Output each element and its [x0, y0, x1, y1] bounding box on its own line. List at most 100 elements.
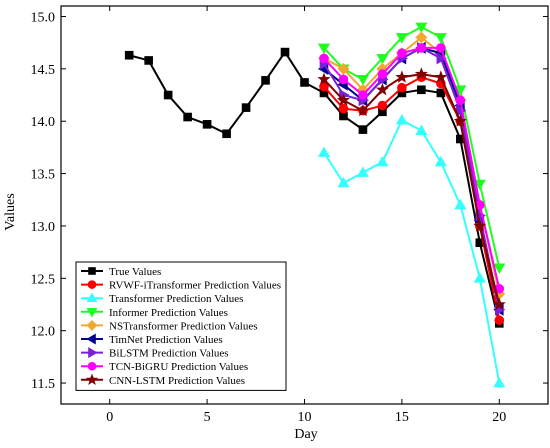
legend-marker [88, 347, 98, 359]
legend-entry: CNN-LSTM Prediction Values [109, 375, 245, 387]
series-line [323, 76, 501, 321]
legend-entry: RVWF-iTransformer Prediction Values [109, 280, 281, 292]
data-point [473, 272, 486, 283]
data-point [395, 114, 408, 125]
x-tick-label: 0 [106, 410, 113, 425]
legend-marker [87, 280, 97, 289]
x-tick-label: 10 [298, 410, 312, 425]
data-point [280, 47, 290, 57]
data-point [202, 120, 212, 129]
data-point [337, 176, 350, 188]
legend-marker [86, 319, 98, 331]
data-point [436, 43, 446, 53]
data-point [317, 43, 331, 54]
data-point [434, 33, 447, 44]
x-tick-label: 15 [395, 410, 409, 425]
data-point [261, 76, 270, 85]
y-tick-label: 12.5 [31, 272, 56, 287]
data-point [473, 219, 487, 232]
data-point [338, 103, 349, 114]
legend-entry: TimNet Prediction Values [109, 334, 223, 346]
data-point [434, 70, 448, 83]
data-point [453, 114, 467, 127]
legend-marker [86, 292, 98, 303]
y-tick-label: 11.5 [31, 377, 55, 392]
data-point [163, 90, 173, 100]
data-point [395, 33, 408, 44]
legend-marker [86, 333, 96, 345]
series-line [323, 118, 501, 384]
y-axis-label: Values [3, 193, 18, 230]
legend-entry: BiLSTM Prediction Values [109, 348, 229, 360]
data-point [222, 129, 231, 139]
legend-box [75, 261, 287, 391]
y-tick-label: 13.0 [31, 220, 56, 235]
data-point [124, 50, 134, 60]
legend-entry: Informer Prediction Values [109, 307, 228, 319]
data-point [455, 95, 466, 106]
data-point [336, 93, 350, 106]
y-tick-label: 12.0 [31, 325, 56, 340]
data-point [317, 72, 331, 85]
x-tick-label: 5 [204, 410, 211, 425]
data-point [454, 198, 467, 210]
series-line [323, 73, 501, 305]
series-2 [317, 114, 506, 388]
data-point [317, 146, 331, 157]
data-point [397, 48, 407, 58]
data-point [415, 124, 428, 135]
data-point [376, 54, 389, 65]
legend-entry: Transformer Prediction Values [109, 293, 243, 305]
data-point [338, 74, 349, 85]
data-point [492, 297, 506, 311]
data-point [493, 263, 506, 274]
data-point [358, 90, 368, 100]
data-point [358, 125, 368, 134]
legend-entry: TCN-BiGRU Prediction Values [109, 361, 248, 373]
data-point [436, 52, 447, 65]
legend-marker [87, 361, 97, 371]
series-line [323, 46, 501, 310]
data-point [376, 155, 389, 167]
series-7 [319, 43, 505, 294]
legend-marker [88, 267, 96, 275]
legend-marker [85, 373, 99, 385]
data-point [183, 112, 192, 122]
data-point [416, 43, 427, 53]
data-point [377, 69, 388, 79]
data-point [337, 62, 350, 75]
x-tick-label: 20 [492, 410, 506, 425]
y-tick-label: 13.5 [31, 168, 56, 183]
data-point [319, 53, 329, 64]
data-point [377, 100, 388, 111]
series-line [323, 25, 501, 269]
series-8 [317, 67, 506, 311]
y-tick-label: 14.5 [31, 63, 56, 78]
y-tick-label: 14.0 [31, 115, 56, 130]
data-point [395, 70, 409, 83]
data-point [415, 22, 428, 34]
data-point [415, 31, 428, 44]
y-tick-label: 15.0 [31, 10, 56, 25]
data-point [434, 155, 447, 167]
series-line [323, 46, 501, 290]
data-point [241, 103, 251, 112]
data-point [144, 56, 153, 65]
data-point [356, 75, 369, 86]
data-point [417, 85, 426, 95]
legend-entry: NSTransformer Prediction Values [109, 320, 258, 332]
data-point [300, 78, 309, 87]
data-point [356, 103, 370, 117]
legend-entry: True Values [109, 266, 161, 278]
data-point [375, 82, 389, 96]
data-point [397, 82, 407, 93]
data-point [414, 67, 428, 80]
x-axis-label: Day [294, 427, 317, 442]
series-3 [317, 22, 506, 274]
data-point [494, 315, 505, 326]
legend-marker [86, 307, 98, 318]
data-point [493, 376, 506, 388]
data-point [356, 166, 369, 177]
